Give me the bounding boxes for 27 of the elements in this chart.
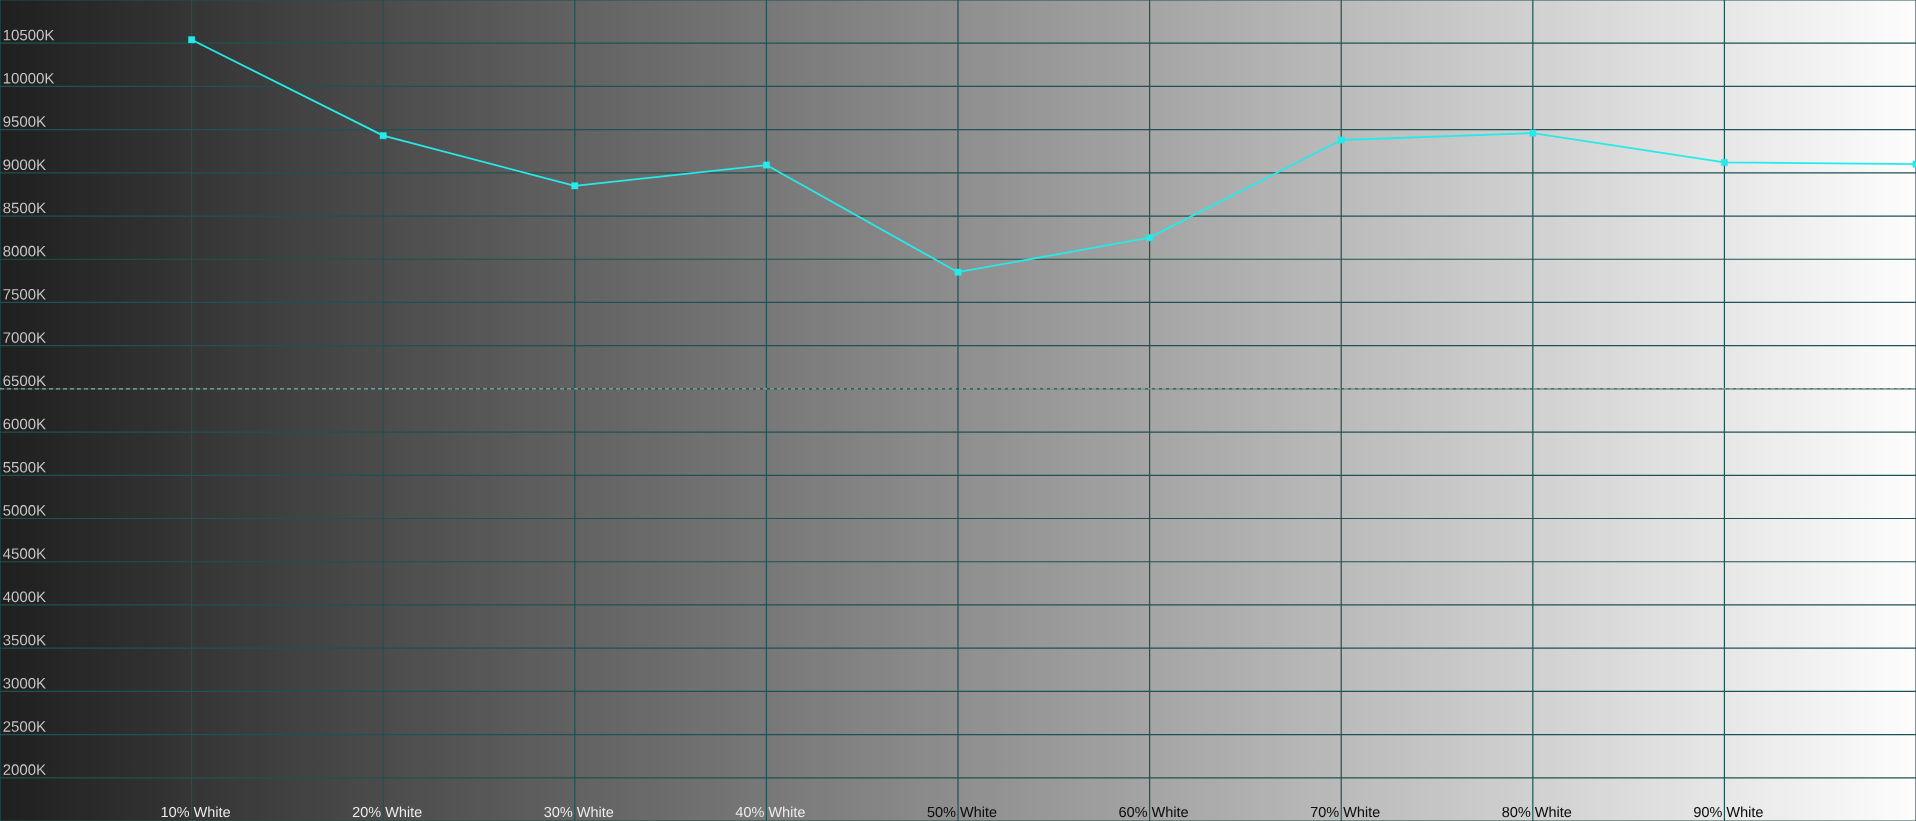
x-tick-label: 40% White bbox=[735, 806, 805, 818]
x-tick-label: 80% White bbox=[1502, 806, 1572, 818]
y-tick-label: 7000K bbox=[3, 332, 46, 343]
y-tick-label: 2000K bbox=[3, 764, 46, 775]
x-tick-label: 10% White bbox=[161, 806, 230, 818]
y-tick-label: 9500K bbox=[3, 116, 46, 127]
x-tick-label: 30% White bbox=[544, 806, 614, 818]
x-tick-label: 60% White bbox=[1119, 806, 1188, 818]
y-tick-label: 8500K bbox=[3, 202, 46, 214]
y-tick-label: 2500K bbox=[3, 721, 46, 732]
y-tick-label: 8000K bbox=[3, 245, 46, 257]
x-tick-label: 90% White bbox=[1694, 806, 1763, 818]
y-tick-label: 10000K bbox=[3, 73, 55, 84]
y-tick-label: 5500K bbox=[3, 461, 46, 473]
x-tick-label: 20% White bbox=[352, 806, 422, 818]
y-tick-label: 5000K bbox=[3, 505, 46, 516]
y-tick-label: 4500K bbox=[3, 548, 46, 559]
x-tick-label: 70% White bbox=[1310, 806, 1380, 818]
y-tick-label: 7500K bbox=[3, 289, 46, 300]
y-tick-label: 9000K bbox=[3, 159, 46, 171]
x-tick-label: 50% White bbox=[927, 806, 997, 818]
y-tick-label: 10500K bbox=[3, 29, 55, 41]
y-tick-label: 6500K bbox=[3, 375, 46, 387]
y-tick-label: 3500K bbox=[3, 634, 46, 646]
y-tick-label: 4000K bbox=[3, 591, 46, 603]
y-tick-label: 6000K bbox=[3, 418, 46, 430]
y-tick-label: 3000K bbox=[3, 677, 46, 689]
